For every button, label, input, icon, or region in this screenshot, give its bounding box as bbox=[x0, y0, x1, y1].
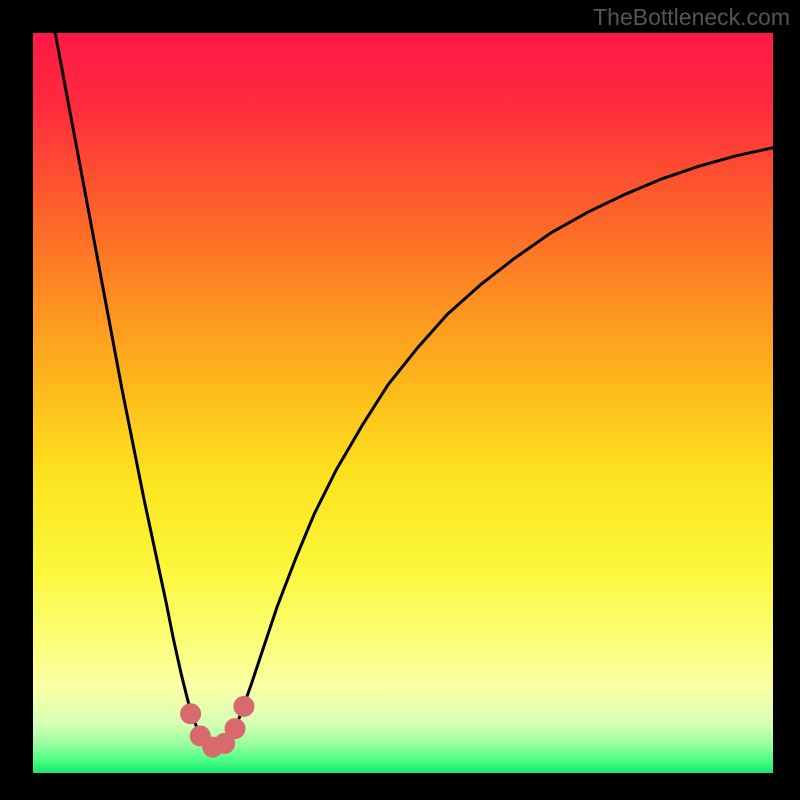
chart-container: TheBottleneck.com bbox=[0, 0, 800, 800]
plot-area bbox=[33, 33, 773, 773]
watermark-text: TheBottleneck.com bbox=[593, 4, 790, 31]
marker-point bbox=[225, 719, 245, 739]
bottleneck-curve-chart bbox=[0, 0, 800, 800]
marker-point bbox=[234, 696, 254, 716]
marker-point bbox=[181, 704, 201, 724]
